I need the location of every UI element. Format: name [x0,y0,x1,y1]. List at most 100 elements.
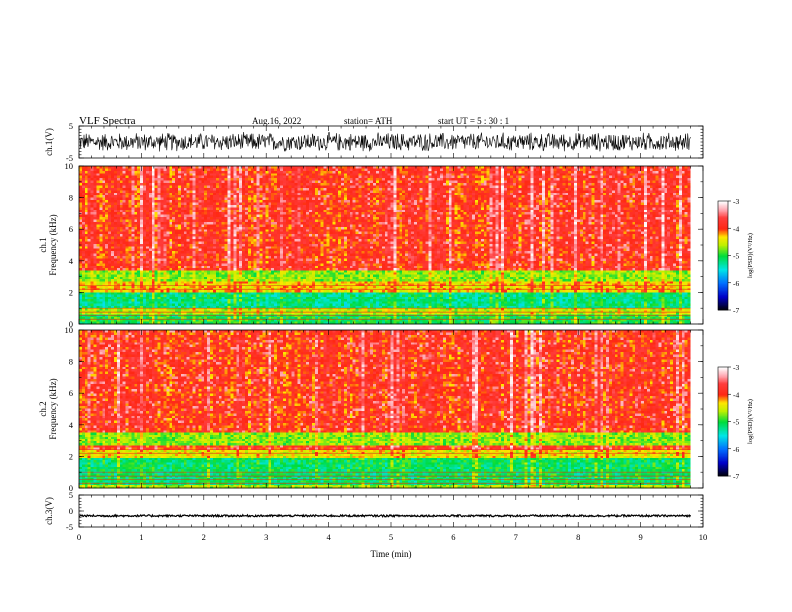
spectrogram-cell [556,207,560,211]
spectrogram-cell [125,180,129,184]
spectrogram-cell [210,173,214,177]
spectrogram-cell [81,185,86,189]
spectrogram-cell [492,214,496,218]
spectrogram-cell [460,178,464,181]
spectrogram-cell [664,207,668,211]
spectrogram-cell [562,195,566,198]
spectrogram-cell [533,192,537,196]
spectrogram-cell [542,180,546,184]
spectrogram-cell [364,173,368,177]
spectrogram-cell [212,173,217,177]
spectrogram-cell [428,212,432,215]
spectrogram-cell [367,207,371,211]
spectrogram-cell [180,197,185,201]
spectrogram-cell [591,217,595,220]
spectrogram-cell [288,219,292,223]
spectrogram-cell [221,178,225,181]
spectrogram-cell [178,192,182,196]
spectrogram-cell [585,183,589,186]
spectrogram-cell [195,207,199,211]
spectrogram-cell [413,192,418,196]
spectrogram-cell [562,214,566,218]
spectrogram-cell [678,197,683,201]
spectrogram-cell [440,221,444,225]
spectrogram-cell [614,170,619,174]
spectrogram-cell [486,202,490,206]
spectrogram-cell [402,187,406,191]
spectrogram-cell [285,183,289,186]
spectrogram-cell [434,166,438,169]
spectrogram-cell [105,212,109,215]
spectrogram-cell [378,180,383,184]
spectrogram-cell [343,197,348,201]
spectrogram-cell [574,207,578,211]
spectrogram-cell [507,204,511,208]
spectrogram-cell [119,168,123,172]
spectrogram-cell [378,170,383,174]
spectrogram-cell [675,192,680,196]
spectrogram-cell [646,185,651,189]
spectrogram-cell [265,168,269,172]
spectrogram-cell [122,187,126,191]
spectrogram-cell [207,187,211,191]
spectrogram-cell [271,219,275,223]
spectrogram-cell [641,170,645,174]
spectrogram-cell [504,204,508,208]
spectrogram-cell [230,207,234,211]
spectrogram-cell [277,217,281,220]
spectrogram-cell [332,219,336,223]
spectrogram-cell [422,214,426,218]
spectrogram-cell [454,214,458,218]
spectrogram-cell [364,209,368,213]
spectrogram-cell [349,175,354,179]
spectrogram-cell [338,221,342,225]
spectrogram-cell [635,168,639,172]
spectrogram-cell [524,166,528,169]
spectrogram-cell [99,221,103,225]
spectrogram-cell [402,190,406,194]
spectrogram-cell [507,214,511,218]
spectrogram-cell [236,190,240,194]
spectrogram-cell [166,166,170,169]
spectrogram-cell [268,187,272,191]
spectrogram-cell [119,212,123,215]
spectrogram-cell [611,190,616,194]
spectrogram-cell [408,195,412,198]
spectrogram-cell [148,175,153,179]
spectrogram-cell [143,166,147,169]
spectrogram-cell [242,209,246,213]
spectrogram-cell [207,214,211,218]
spectrogram-cell [376,166,380,169]
spectrogram-cell [507,207,511,211]
spectrogram-cell [239,173,243,177]
spectrogram-cell [314,187,319,191]
spectrogram-cell [300,207,304,211]
spectrogram-cell [384,212,388,215]
spectrogram-cell [393,180,397,184]
spectrogram-cell [323,173,327,177]
spectrogram-cell [646,168,651,172]
spectrogram-cell [332,192,336,196]
spectrogram-cell [99,209,103,213]
spectrogram-cell [603,200,607,203]
spectrogram-cell [428,173,432,177]
spectrogram-cell [515,197,520,201]
spectrogram-cell [416,180,420,184]
spectrogram-cell [515,170,520,174]
spectrogram-cell [460,187,464,191]
spectrogram-cell [547,187,552,191]
spectrogram-cell [396,192,400,196]
spectrogram-cell [501,166,505,169]
spectrogram-cell [512,195,517,198]
spectrogram-cell [224,192,228,196]
spectrogram-cell [329,204,333,208]
spectrogram-cell [224,209,228,213]
spectrogram-cell [294,200,298,203]
spectrogram-cell [309,219,313,223]
spectrogram-cell [300,190,304,194]
spectrogram-cell [443,175,447,179]
spectrogram-cell [291,192,295,196]
spectrogram-cell [515,190,520,194]
spectrogram-cell [210,190,214,194]
spectrogram-cell [422,197,426,201]
